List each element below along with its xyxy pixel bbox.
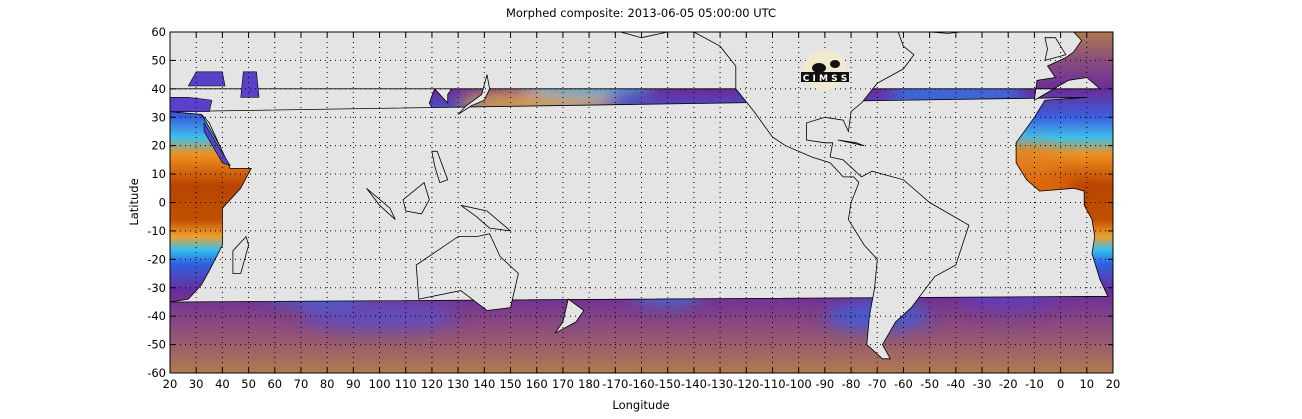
y-tick-label: -30 <box>147 281 166 295</box>
y-tick-label: -10 <box>147 224 166 238</box>
x-axis-label: Longitude <box>612 398 670 412</box>
x-tick-label: -120 <box>733 377 759 391</box>
x-tick-label: 120 <box>421 377 443 391</box>
x-tick-label: 70 <box>294 377 309 391</box>
x-tick-label: -90 <box>815 377 834 391</box>
y-tick-label: 40 <box>151 82 166 96</box>
y-tick-label: -20 <box>147 252 166 266</box>
x-tick-label: 60 <box>267 377 282 391</box>
y-tick-label: 60 <box>151 25 166 39</box>
x-tick-label: 50 <box>241 377 256 391</box>
x-tick-label: -40 <box>946 377 965 391</box>
x-tick-label: 20 <box>1106 377 1121 391</box>
map-title: Morphed composite: 2013-06-05 05:00:00 U… <box>505 6 777 20</box>
x-tick-label: -100 <box>786 377 812 391</box>
cimss-logo-text: C I M S S <box>803 74 847 84</box>
land-madagascar <box>232 235 250 274</box>
x-tick-label: -130 <box>707 377 733 391</box>
y-tick-label: 50 <box>151 53 166 67</box>
land-borneo <box>402 181 430 215</box>
inland-sea <box>187 71 226 87</box>
x-tick-label: -140 <box>681 377 707 391</box>
x-tick-label: 130 <box>447 377 469 391</box>
y-tick-label: 20 <box>151 139 166 153</box>
x-tick-label: 10 <box>1079 377 1094 391</box>
y-tick-label: 0 <box>159 196 166 210</box>
x-tick-label: -60 <box>894 377 913 391</box>
x-tick-label: -170 <box>602 377 628 391</box>
x-tick-label: 140 <box>473 377 495 391</box>
inland-sea <box>170 97 213 112</box>
x-tick-label: 80 <box>320 377 335 391</box>
land-namerica <box>620 32 970 360</box>
x-tick-label: 0 <box>1057 377 1064 391</box>
land-sumatra <box>366 187 396 220</box>
land-africa <box>170 97 1109 303</box>
cimss-logo: C I M S S <box>801 50 849 90</box>
land-australia <box>415 233 519 311</box>
x-tick-label: 30 <box>189 377 204 391</box>
inland-sea <box>240 71 260 98</box>
land-philippines <box>431 150 449 184</box>
x-tick-label: -110 <box>759 377 785 391</box>
x-tick-label: -150 <box>655 377 681 391</box>
x-tick-label: 100 <box>369 377 391 391</box>
y-tick-label: -40 <box>147 309 166 323</box>
land-newguinea <box>460 204 512 232</box>
y-tick-label: -50 <box>147 338 166 352</box>
x-tick-label: -50 <box>920 377 939 391</box>
x-tick-label: 110 <box>395 377 417 391</box>
x-tick-label: -80 <box>842 377 861 391</box>
x-tick-label: 160 <box>526 377 548 391</box>
x-tick-label: 40 <box>215 377 230 391</box>
x-tick-label: 20 <box>163 377 178 391</box>
x-tick-label: 150 <box>500 377 522 391</box>
x-tick-label: 170 <box>552 377 574 391</box>
land-newzealand <box>554 298 585 334</box>
x-tick-label: 180 <box>578 377 600 391</box>
moisture-blob <box>300 301 459 331</box>
y-tick-label: 10 <box>151 167 166 181</box>
land-japan <box>457 74 491 115</box>
x-tick-label: -20 <box>999 377 1018 391</box>
x-tick-label: -10 <box>1025 377 1044 391</box>
x-tick-label: -30 <box>973 377 992 391</box>
y-tick-label: -60 <box>147 366 166 380</box>
land-uk <box>1044 37 1067 61</box>
y-tick-label: 30 <box>151 110 166 124</box>
x-tick-label: 90 <box>346 377 361 391</box>
x-tick-label: -160 <box>628 377 654 391</box>
x-tick-label: -70 <box>868 377 887 391</box>
